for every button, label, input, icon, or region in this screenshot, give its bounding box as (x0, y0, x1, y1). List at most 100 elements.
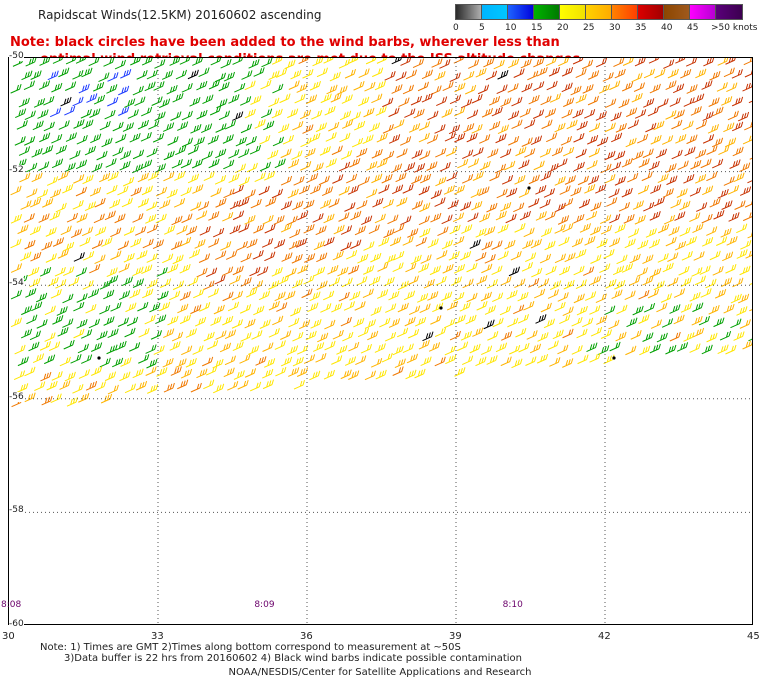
wind-barb (81, 354, 93, 364)
wind-barb (66, 397, 78, 407)
wind-barb (93, 213, 105, 224)
wind-barb (232, 341, 244, 352)
wind-barb (336, 345, 348, 355)
wind-barb (172, 280, 185, 291)
wind-barb (263, 120, 275, 131)
lat-tick-label: -60 (9, 619, 24, 629)
wind-barb (540, 227, 553, 238)
wind-barb (150, 330, 162, 340)
wind-barb (691, 267, 703, 277)
wind-barb (107, 275, 119, 285)
wind-barb (575, 279, 587, 289)
wind-barb (323, 290, 335, 301)
wind-barb (430, 315, 442, 325)
wind-barb (123, 226, 135, 236)
wind-barb (279, 93, 291, 104)
wind-barb (290, 69, 302, 80)
wind-barb (608, 319, 620, 330)
wind-barb (298, 319, 311, 330)
wind-barb (175, 358, 187, 368)
wind-barb (668, 226, 680, 236)
wind-barb (288, 158, 300, 169)
time-label: 8:10 (502, 600, 523, 610)
wind-barb (156, 367, 168, 377)
wind-barb (26, 162, 38, 173)
wind-barb (590, 275, 602, 286)
wind-barb (181, 83, 193, 93)
wind-barb (110, 227, 122, 238)
wind-barb (75, 267, 87, 277)
wind-barb (747, 231, 752, 239)
wind-barb (671, 149, 683, 160)
wind-barb (208, 211, 220, 221)
wind-barb (252, 250, 264, 260)
wind-barb (549, 93, 562, 103)
wind-barb (26, 188, 38, 198)
wind-barb (702, 111, 714, 121)
wind-barb (218, 81, 230, 92)
wind-barb (24, 136, 36, 146)
wind-barb (292, 356, 304, 367)
wind-barb (423, 278, 435, 289)
wind-barb (392, 366, 404, 376)
wind-barb (26, 314, 38, 325)
legend-label: 25 (583, 23, 595, 33)
wind-barb (162, 253, 174, 264)
wind-barb (302, 124, 314, 134)
wind-barb (167, 136, 179, 146)
wind-barb (744, 69, 752, 78)
wind-barb (106, 184, 118, 195)
wind-barb (700, 158, 712, 169)
wind-barb (475, 228, 487, 238)
wind-barb (388, 134, 401, 144)
wind-barb (648, 238, 660, 249)
wind-barb (63, 339, 75, 350)
wind-barb (518, 342, 530, 353)
wind-barb (323, 213, 335, 224)
legend-swatch (559, 4, 587, 20)
wind-barb (500, 356, 512, 367)
wind-barb (618, 98, 630, 109)
wind-barb (274, 158, 286, 169)
wind-barb (320, 93, 332, 104)
wind-barb (220, 241, 232, 251)
wind-barb (310, 319, 322, 329)
wind-barb (558, 58, 569, 67)
wind-barb (739, 186, 752, 196)
wind-barb (575, 68, 587, 78)
wind-barb (605, 278, 617, 289)
wind-barb (254, 119, 266, 129)
wind-barb (529, 343, 542, 354)
wind-barb (466, 132, 478, 143)
wind-barb (120, 357, 132, 367)
wind-barb (51, 371, 63, 381)
wind-barb (419, 150, 431, 160)
wind-barb (275, 68, 288, 78)
wind-barb (305, 94, 318, 105)
wind-barb (100, 393, 113, 404)
wind-barb (319, 199, 332, 209)
wind-barb (14, 136, 26, 146)
wind-barb (212, 227, 225, 238)
wind-barb (690, 159, 702, 170)
wind-barb (624, 290, 636, 301)
wind-barb (331, 302, 343, 313)
wind-barb (499, 305, 511, 316)
wind-barb (249, 144, 261, 155)
wind-barb (17, 356, 29, 367)
wind-barb (411, 200, 423, 210)
wind-barb (485, 70, 498, 81)
wind-barb (75, 58, 87, 64)
wind-barb (89, 186, 102, 197)
wind-barb (356, 147, 368, 158)
wind-barb (196, 267, 208, 278)
wind-barb (508, 58, 520, 69)
wind-barb (73, 252, 85, 262)
wind-barb (447, 199, 459, 210)
wind-barb (671, 119, 683, 130)
wind-barb (31, 172, 43, 183)
wind-barb (300, 137, 312, 148)
wind-barb (532, 109, 545, 119)
wind-barb (17, 383, 29, 393)
wind-barb (650, 134, 662, 145)
